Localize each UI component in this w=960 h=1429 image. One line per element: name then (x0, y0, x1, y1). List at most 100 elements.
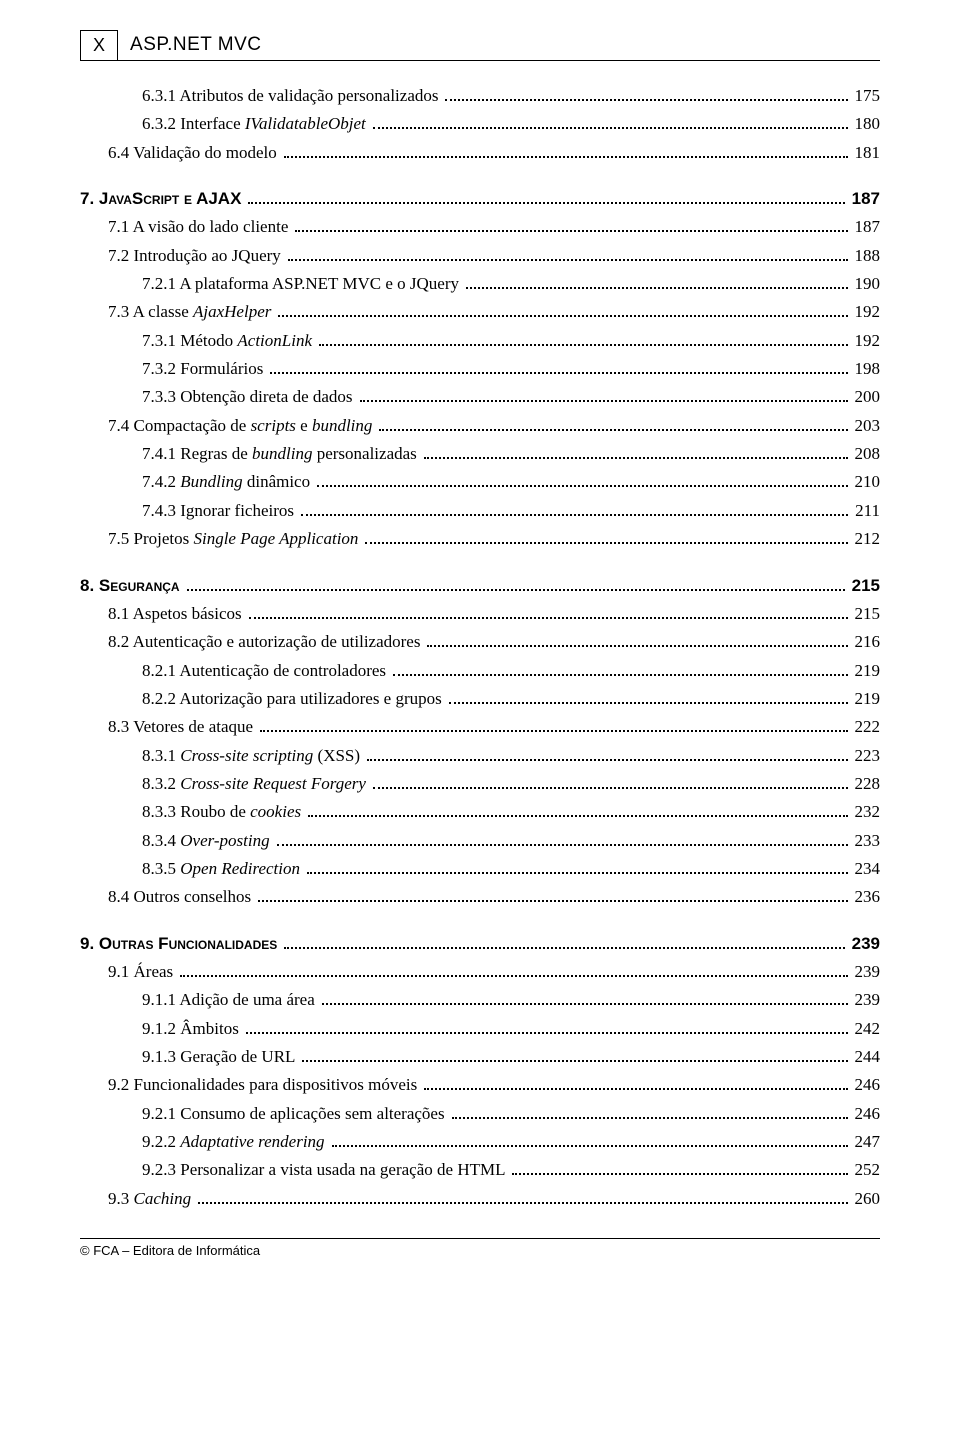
toc-entry-label: 8.1 Aspetos básicos (108, 601, 246, 627)
toc-entry-label: 7.5 Projetos Single Page Application (108, 526, 362, 552)
toc-entry-line: 9.1.2 Âmbitos 242 (80, 1016, 880, 1042)
toc-entry-line: 9.2 Funcionalidades para dispositivos mó… (80, 1072, 880, 1098)
toc-page-number: 244 (851, 1044, 881, 1070)
toc-leader-dots (373, 776, 848, 789)
toc-leader-dots (278, 305, 847, 318)
toc-leader-dots (308, 805, 847, 818)
toc-leader-dots (512, 1163, 847, 1176)
toc-entry-line: 8.3.4 Over-posting 233 (80, 828, 880, 854)
toc-entry-label: 7.2.1 A plataforma ASP.NET MVC e o JQuer… (142, 271, 463, 297)
toc-entry-label: 9.2.2 Adaptative rendering (142, 1129, 329, 1155)
toc-entry-label: 7.1 A visão do lado cliente (108, 214, 292, 240)
toc-chapter-line: 9. Outras Funcionalidades 239 (80, 931, 880, 957)
toc-chapter-line: 8. Segurança 215 (80, 573, 880, 599)
toc-entry-line: 7.2.1 A plataforma ASP.NET MVC e o JQuer… (80, 271, 880, 297)
toc-entry-label: 9.2.3 Personalizar a vista usada na gera… (142, 1157, 509, 1183)
toc-leader-dots (367, 748, 847, 761)
toc-entry-label: 6.3.1 Atributos de validação personaliza… (142, 83, 442, 109)
toc-page-number: 216 (851, 629, 881, 655)
toc-entry-line: 7.3 A classe AjaxHelper 192 (80, 299, 880, 325)
toc-entry-label: 8.3 Vetores de ataque (108, 714, 257, 740)
toc-page-number: 242 (851, 1016, 881, 1042)
toc-page-number: 246 (851, 1101, 881, 1127)
toc-entry-line: 9.3 Caching 260 (80, 1186, 880, 1212)
toc-entry-label: 9.1.1 Adição de uma área (142, 987, 319, 1013)
toc-entry-label: 9.1.3 Geração de URL (142, 1044, 299, 1070)
toc-entry-line: 9.1 Áreas 239 (80, 959, 880, 985)
toc-entry-label: 9.2.1 Consumo de aplicações sem alteraçõ… (142, 1101, 449, 1127)
toc-leader-dots (317, 475, 847, 488)
page-header: X ASP.NET MVC (80, 30, 880, 61)
toc-page-number: 190 (851, 271, 881, 297)
toc-page-number: 188 (851, 243, 881, 269)
toc-entry-line: 8.3.5 Open Redirection 234 (80, 856, 880, 882)
toc-page-number: 239 (851, 959, 881, 985)
toc-entry-line: 7.4.3 Ignorar ficheiros 211 (80, 498, 880, 524)
toc-page-number: 210 (851, 469, 881, 495)
toc-leader-dots (284, 145, 848, 158)
toc-leader-dots (288, 248, 848, 261)
toc-leader-dots (379, 418, 847, 431)
toc-leader-dots (270, 361, 847, 374)
toc-page-number: 223 (851, 743, 881, 769)
toc-leader-dots (319, 333, 848, 346)
toc-page-number: 219 (851, 658, 881, 684)
toc-entry-label: 7.3.3 Obtenção direta de dados (142, 384, 357, 410)
toc-page-number: 222 (851, 714, 881, 740)
toc-entry-line: 7.4.2 Bundling dinâmico 210 (80, 469, 880, 495)
toc-page-number: 192 (851, 299, 881, 325)
toc-entry-label: 8.3.5 Open Redirection (142, 856, 304, 882)
toc-page-number: 234 (851, 856, 881, 882)
toc-leader-dots (427, 634, 847, 647)
page-number-box: X (80, 30, 118, 60)
toc-leader-dots (180, 964, 847, 977)
toc-entry-line: 8.4 Outros conselhos 236 (80, 884, 880, 910)
toc-entry-label: 7.3 A classe AjaxHelper (108, 299, 275, 325)
toc-page-number: 198 (851, 356, 881, 382)
toc-page-number: 219 (851, 686, 881, 712)
toc-entry-label: 7.4 Compactação de scripts e bundling (108, 413, 376, 439)
toc-page-number: 187 (848, 186, 880, 212)
toc-page-number: 215 (848, 573, 880, 599)
toc-entry-label: 7.4.2 Bundling dinâmico (142, 469, 314, 495)
toc-leader-dots (332, 1134, 848, 1147)
toc-entry-line: 9.2.3 Personalizar a vista usada na gera… (80, 1157, 880, 1183)
toc-entry-line: 8.2 Autenticação e autorização de utiliz… (80, 629, 880, 655)
toc-entry-line: 8.3.3 Roubo de cookies 232 (80, 799, 880, 825)
toc-entry-line: 7.1 A visão do lado cliente 187 (80, 214, 880, 240)
toc-leader-dots (452, 1106, 848, 1119)
toc-leader-dots (187, 578, 845, 591)
toc-page-number: 236 (851, 884, 881, 910)
toc-chapter-line: 7. JavaScript e AJAX 187 (80, 186, 880, 212)
toc-entry-line: 6.4 Validação do modelo 181 (80, 140, 880, 166)
toc-entry-line: 9.1.1 Adição de uma área 239 (80, 987, 880, 1013)
toc-page-number: 239 (851, 987, 881, 1013)
toc-entry-label: 7.2 Introdução ao JQuery (108, 243, 285, 269)
toc-leader-dots (260, 719, 847, 732)
toc-chapter-label: 7. JavaScript e AJAX (80, 186, 245, 212)
toc-entry-label: 7.4.1 Regras de bundling personalizadas (142, 441, 421, 467)
toc-leader-dots (249, 606, 848, 619)
toc-page-number: 200 (851, 384, 881, 410)
toc-page-number: 232 (851, 799, 881, 825)
toc-entry-label: 8.3.2 Cross-site Request Forgery (142, 771, 370, 797)
toc-page-number: 215 (851, 601, 881, 627)
toc-leader-dots (277, 833, 848, 846)
toc-page-number: 247 (851, 1129, 881, 1155)
toc-entry-label: 7.4.3 Ignorar ficheiros (142, 498, 298, 524)
toc-entry-label: 6.4 Validação do modelo (108, 140, 281, 166)
toc-entry-line: 9.2.2 Adaptative rendering 247 (80, 1129, 880, 1155)
toc-entry-line: 7.4.1 Regras de bundling personalizadas … (80, 441, 880, 467)
toc-entry-label: 8.2.2 Autorização para utilizadores e gr… (142, 686, 446, 712)
toc-leader-dots (258, 890, 847, 903)
toc-entry-line: 9.2.1 Consumo de aplicações sem alteraçõ… (80, 1101, 880, 1127)
toc-page-number: 187 (851, 214, 881, 240)
toc-entry-label: 8.2.1 Autenticação de controladores (142, 658, 390, 684)
toc-page-number: 233 (851, 828, 881, 854)
toc-leader-dots (373, 117, 848, 130)
page-container: X ASP.NET MVC 6.3.1 Atributos de validaç… (0, 0, 960, 1298)
toc-entry-label: 6.3.2 Interface IValidatableObjet (142, 111, 370, 137)
toc-page-number: 260 (851, 1186, 881, 1212)
toc-page-number: 175 (851, 83, 881, 109)
table-of-contents: 6.3.1 Atributos de validação personaliza… (80, 83, 880, 1212)
